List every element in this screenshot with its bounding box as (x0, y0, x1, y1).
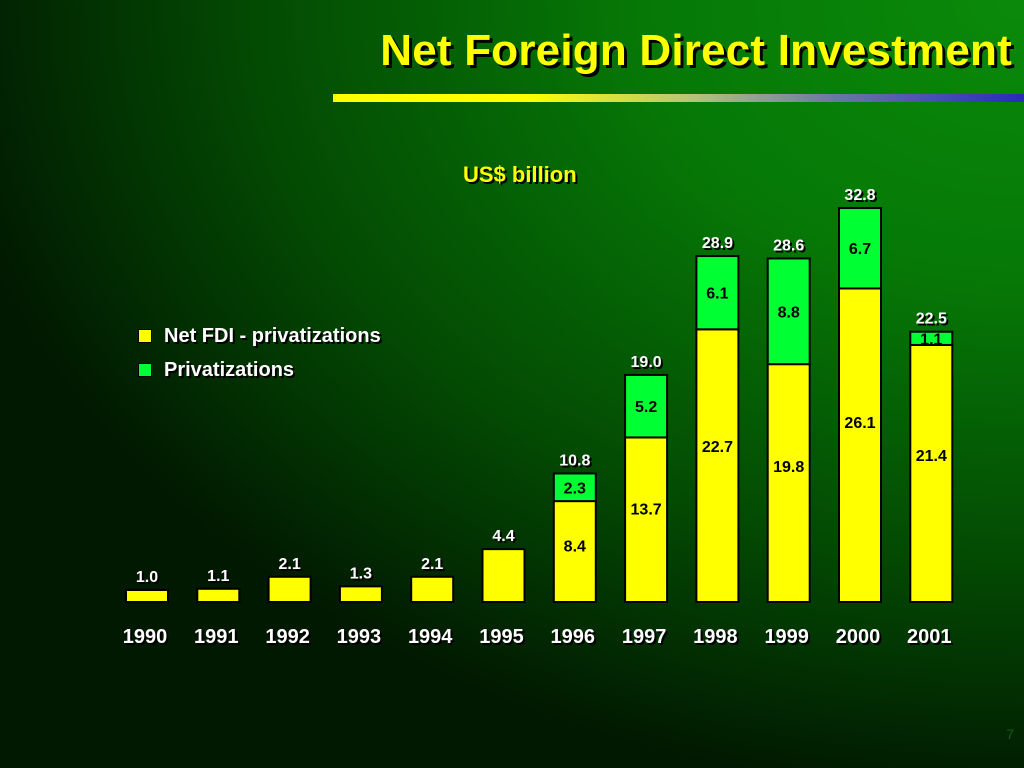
segment-label-privatizations-1998: 6.1 (706, 286, 728, 303)
total-label-2000: 32.8 (844, 187, 875, 204)
total-label-1995-shadow: 4.4 (494, 530, 516, 547)
total-label-1991: 1.1 (207, 568, 229, 585)
x-tick-label-1998-shadow: 1998 (695, 628, 740, 650)
bar-net-2000 (838, 287, 882, 603)
total-label-1991-shadow: 1.1 (209, 570, 231, 587)
legend-label-privatizations: Privatizations (164, 358, 295, 381)
x-tick-label-2001-shadow: 2001 (909, 628, 954, 650)
segment-label-net-1997: 13.7 (631, 502, 662, 519)
bar-privatizations-1996 (552, 472, 597, 503)
bar-privatizations-2000 (838, 207, 882, 290)
bar-privatizations-2001 (909, 330, 954, 346)
total-label-1998-shadow: 28.9 (704, 237, 735, 254)
x-tick-label-1994-shadow: 1994 (410, 628, 455, 650)
total-label-2000-shadow: 32.8 (846, 189, 877, 206)
total-label-2001: 22.5 (916, 311, 947, 328)
bar-net-1996 (552, 500, 597, 603)
slide-title: Net Foreign Direct Investment (380, 26, 1012, 75)
x-tick-label-1992-shadow: 1992 (267, 628, 312, 650)
total-label-1994: 2.1 (421, 556, 443, 573)
bar-net-1995 (481, 548, 526, 604)
x-tick-label-1993: 1993 (337, 626, 382, 648)
x-tick-label-1995: 1995 (479, 626, 524, 648)
total-label-1997-shadow: 19.0 (633, 356, 664, 373)
total-label-2001-shadow: 22.5 (918, 313, 949, 330)
x-tick-label-1997: 1997 (622, 626, 667, 648)
x-tick-label-2000-shadow: 2000 (838, 628, 883, 650)
x-tick-label-1996-shadow: 1996 (553, 628, 598, 650)
total-label-1995: 4.4 (492, 528, 514, 545)
x-tick-label-1995-shadow: 1995 (481, 628, 526, 650)
bar-privatizations-1998 (695, 255, 740, 331)
total-label-1993: 1.3 (350, 565, 372, 582)
legend-item-privatizations: Privatizations (138, 353, 381, 387)
bar-privatizations-1999 (766, 257, 811, 366)
x-tick-label-1998: 1998 (693, 626, 738, 648)
total-label-1993-shadow: 1.3 (352, 567, 374, 584)
bar-net-1998 (695, 328, 740, 603)
chart-subtitle: US$ billion (463, 162, 577, 187)
bar-net-1997 (624, 436, 669, 603)
segment-label-net-1999: 19.8 (773, 459, 804, 476)
total-label-1994-shadow: 2.1 (423, 558, 445, 575)
x-tick-label-1992: 1992 (265, 626, 310, 648)
segment-label-privatizations-1997: 5.2 (635, 399, 657, 416)
total-label-1990-shadow: 1.0 (138, 571, 160, 588)
x-tick-label-1990-shadow: 1990 (125, 628, 170, 650)
legend-swatch-net (138, 329, 152, 343)
segment-label-privatizations-2000: 6.7 (849, 241, 871, 258)
segment-label-privatizations-1996: 2.3 (564, 480, 586, 497)
x-tick-label-1993-shadow: 1993 (339, 628, 384, 650)
total-label-1992: 2.1 (278, 556, 300, 573)
page-number: 7 (1006, 726, 1014, 742)
title-underline (333, 94, 1024, 102)
x-tick-label-1999: 1999 (764, 626, 809, 648)
legend-label-net: Net FDI - privatizations (164, 324, 381, 347)
x-tick-label-1990: 1990 (123, 626, 168, 648)
x-tick-label-1991: 1991 (194, 626, 239, 648)
bar-net-1993 (338, 585, 383, 604)
chart-legend: Net FDI - privatizations Privatizations (138, 319, 381, 387)
total-label-1996-shadow: 10.8 (561, 454, 592, 471)
total-label-1996: 10.8 (559, 452, 590, 469)
total-label-1992-shadow: 2.1 (280, 558, 302, 575)
bar-net-1990 (125, 588, 169, 603)
total-label-1999-shadow: 28.6 (775, 239, 806, 256)
x-tick-label-1996: 1996 (551, 626, 596, 648)
x-tick-label-1997-shadow: 1997 (624, 628, 669, 650)
legend-swatch-privatizations (138, 363, 152, 377)
total-label-1998: 28.9 (702, 235, 733, 252)
bar-net-1992 (267, 575, 312, 604)
segment-label-privatizations-1999: 8.8 (778, 304, 800, 321)
x-tick-label-1999-shadow: 1999 (766, 628, 811, 650)
segment-label-net-2000: 26.1 (844, 415, 875, 432)
segment-label-net-2001: 21.4 (916, 448, 947, 465)
bar-net-1999 (766, 363, 811, 603)
total-label-1990: 1.0 (136, 569, 158, 586)
x-tick-label-1994: 1994 (408, 626, 453, 648)
bar-net-2001 (909, 343, 954, 603)
total-label-1999: 28.6 (773, 237, 804, 254)
x-tick-label-1991-shadow: 1991 (196, 628, 241, 650)
bar-net-1991 (196, 587, 241, 603)
legend-item-net: Net FDI - privatizations (138, 319, 381, 353)
x-tick-label-2001: 2001 (907, 626, 952, 648)
x-tick-label-2000: 2000 (836, 626, 881, 648)
segment-label-net-1998: 22.7 (702, 439, 733, 456)
segment-label-privatizations-2001: 1.1 (920, 331, 942, 348)
segment-label-net-1996: 8.4 (564, 538, 586, 555)
total-label-1997: 19.0 (631, 354, 662, 371)
bar-privatizations-1997 (624, 373, 669, 439)
bar-net-1994 (410, 575, 455, 604)
